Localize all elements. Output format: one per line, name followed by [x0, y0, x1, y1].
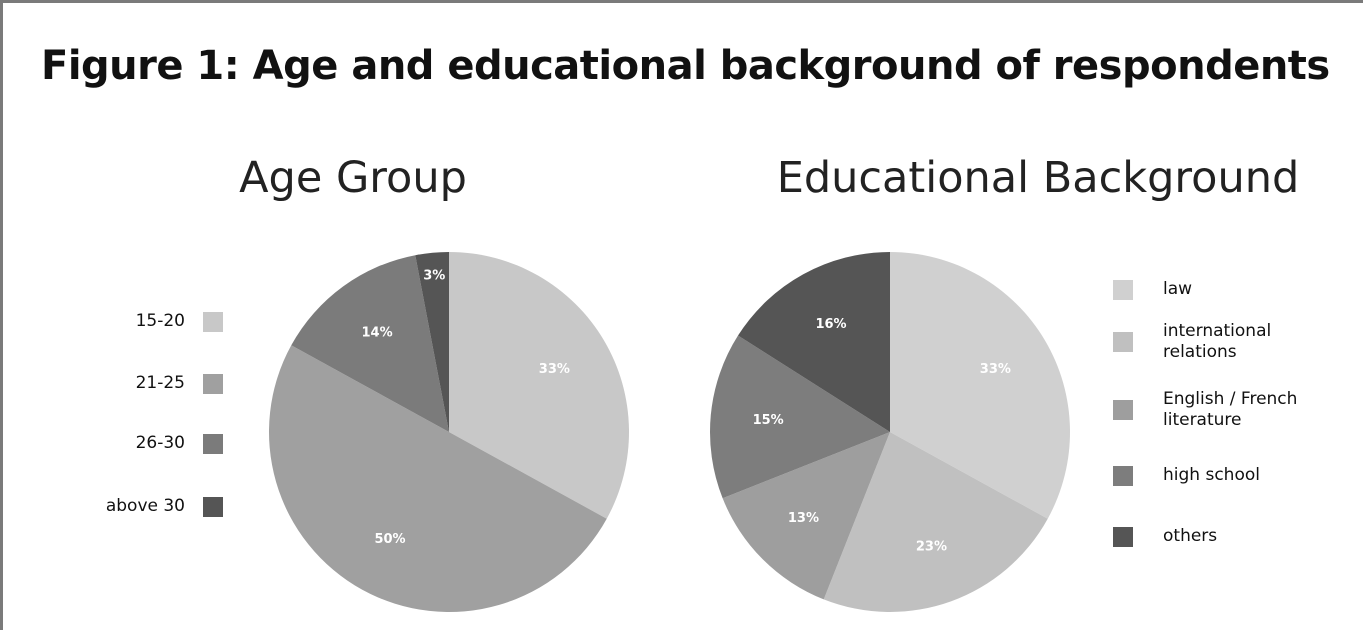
- age-chart-title: Age Group: [239, 153, 467, 203]
- education-legend-swatch-high-school: [1113, 465, 1133, 486]
- age-legend-label-26-30: 26-30: [135, 433, 185, 453]
- education-slice-label-law: 33%: [980, 362, 1011, 377]
- education-legend-item-law: law: [1113, 279, 1343, 300]
- education-slice-high-school: [710, 335, 890, 499]
- age-legend-swatch-21-25: [203, 373, 223, 394]
- figure-title: Figure 1: Age and educational background…: [41, 43, 1330, 89]
- age-slice-label-15-20: 33%: [539, 362, 570, 377]
- education-legend-item-others: others: [1113, 526, 1343, 547]
- age-slice-26-30: [291, 255, 449, 432]
- age-legend-label-above-30: above 30: [105, 496, 185, 516]
- age-pie-chart: 33% 50% 14% 3%: [269, 252, 629, 612]
- education-legend-item-high-school: high school: [1113, 465, 1343, 486]
- age-slice-label-21-25: 50%: [374, 532, 405, 547]
- age-slice-above-30: [415, 252, 449, 432]
- education-legend-item-international-relations: international relations: [1113, 321, 1313, 363]
- education-legend-swatch-others: [1113, 526, 1133, 547]
- education-legend-label-law: law: [1163, 279, 1193, 299]
- education-legend-label-international-relations: international relations: [1163, 321, 1272, 362]
- age-legend-item-21-25: 21-25: [75, 373, 223, 394]
- education-slice-label-international-relations: 23%: [916, 540, 947, 555]
- education-slice-international-relations: [823, 432, 1048, 612]
- education-slice-label-english-french-literature: 13%: [788, 511, 819, 526]
- age-legend-label-15-20: 15-20: [135, 311, 185, 331]
- age-legend-item-above-30: above 30: [75, 496, 223, 517]
- education-legend-swatch-international-relations: [1113, 332, 1133, 352]
- education-legend-swatch-law: [1113, 279, 1133, 300]
- education-slice-label-high-school: 15%: [753, 413, 784, 428]
- age-legend-item-15-20: 15-20: [75, 311, 223, 332]
- age-slice-15-20: [449, 252, 629, 519]
- age-legend-label-21-25: 21-25: [135, 373, 185, 393]
- education-chart-title: Educational Background: [776, 153, 1300, 203]
- education-pie-chart: 33% 23% 13% 15% 16%: [710, 252, 1070, 612]
- age-slice-21-25: [269, 345, 607, 612]
- education-legend-label-english-french-literature: English / French literature: [1163, 389, 1298, 430]
- education-legend-label-high-school: high school: [1163, 465, 1260, 485]
- education-legend-label-others: others: [1163, 526, 1218, 546]
- age-legend-swatch-26-30: [203, 433, 223, 454]
- education-legend-item-english-french-literature: English / French literature: [1113, 389, 1338, 431]
- age-slice-label-above-30: 3%: [423, 269, 445, 284]
- education-slice-law: [890, 252, 1070, 519]
- education-legend-swatch-english-french-literature: [1113, 400, 1133, 420]
- education-slice-english-french-literature: [722, 432, 890, 600]
- age-legend-item-26-30: 26-30: [75, 433, 223, 454]
- age-legend-swatch-15-20: [203, 311, 223, 332]
- education-slice-others: [738, 252, 890, 432]
- education-slice-label-others: 16%: [815, 317, 846, 332]
- age-slice-label-26-30: 14%: [361, 325, 392, 340]
- age-legend-swatch-above-30: [203, 496, 223, 517]
